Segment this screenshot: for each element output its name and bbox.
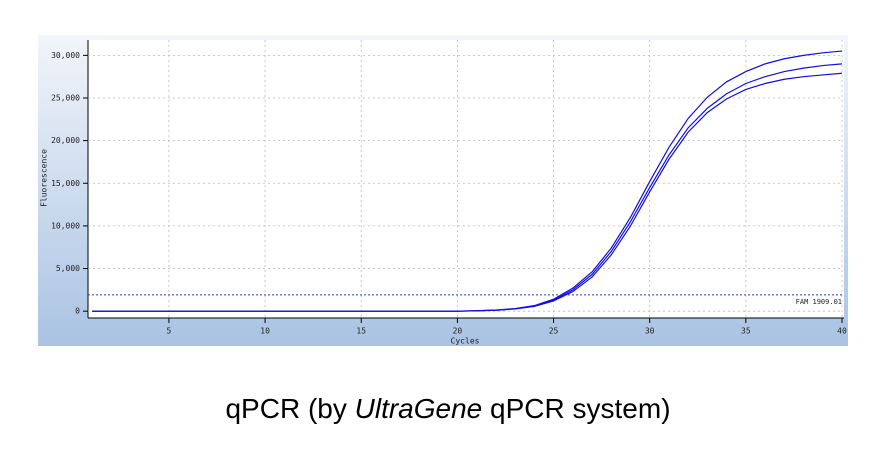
caption-text: qPCR (by — [225, 393, 354, 424]
y-axis-label: Fluorescence — [40, 149, 49, 207]
x-axis-label: Cycles — [451, 337, 480, 346]
x-tick-label: 30 — [645, 327, 655, 336]
y-tick-label: 5,000 — [56, 264, 80, 273]
x-tick-label: 10 — [260, 327, 270, 336]
caption-text: qPCR system) — [482, 393, 670, 424]
caption-italic: UltraGene — [355, 393, 483, 424]
x-tick-label: 15 — [356, 327, 366, 336]
y-tick-label: 10,000 — [51, 221, 80, 230]
caption: qPCR (by UltraGene qPCR system) — [225, 393, 670, 424]
y-tick-label: 0 — [75, 307, 80, 316]
threshold-label: FAM 1909.01 — [796, 298, 842, 306]
x-tick-label: 20 — [453, 327, 463, 336]
y-tick-label: 30,000 — [51, 51, 80, 60]
x-tick-label: 5 — [167, 327, 172, 336]
y-tick-label: 15,000 — [51, 179, 80, 188]
plot-area — [88, 40, 844, 318]
curve — [92, 50, 843, 312]
y-tick-label: 25,000 — [51, 93, 80, 102]
x-tick-label: 25 — [549, 327, 559, 336]
x-tick-label: 35 — [741, 327, 751, 336]
y-tick-label: 20,000 — [51, 136, 80, 145]
x-tick-label: 40 — [837, 327, 847, 336]
